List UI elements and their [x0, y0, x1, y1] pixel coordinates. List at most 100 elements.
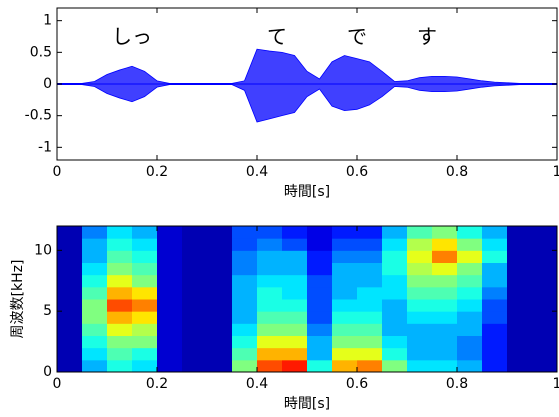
heatmap-cell: [282, 238, 308, 251]
y-tick-label: -0.5: [25, 108, 52, 124]
heatmap-cell: [232, 287, 258, 300]
heatmap-cell: [382, 287, 408, 300]
heatmap-cell: [157, 299, 183, 312]
heatmap-cell: [332, 275, 358, 288]
heatmap-cell: [432, 250, 458, 263]
heatmap-cell: [182, 226, 208, 239]
heatmap-cell: [182, 348, 208, 361]
heatmap-cell: [382, 263, 408, 276]
heatmap-cell: [282, 287, 308, 300]
heatmap-cell: [282, 336, 308, 349]
heatmap-cell: [457, 263, 483, 276]
heatmap-cell: [307, 311, 333, 324]
heatmap-cell: [407, 299, 433, 312]
heatmap-cell: [57, 226, 83, 239]
heatmap-cell: [407, 275, 433, 288]
x-tick-label: 0.4: [246, 164, 268, 180]
heatmap-cell: [307, 226, 333, 239]
heatmap-cell: [407, 360, 433, 373]
heatmap-cell: [357, 238, 383, 251]
heatmap-cell: [57, 250, 83, 263]
heatmap-cell: [107, 226, 133, 239]
x-tick-label: 0.2: [146, 164, 168, 180]
heatmap-cell: [282, 250, 308, 263]
x-tick-label: 0.6: [346, 164, 368, 180]
heatmap-cell: [507, 250, 533, 263]
heatmap-cell: [57, 311, 83, 324]
heatmap-cell: [532, 263, 558, 276]
heatmap-cell: [207, 360, 233, 373]
heatmap-cell: [407, 250, 433, 263]
heatmap-cell: [532, 299, 558, 312]
x-tick-label: 0.4: [246, 376, 268, 392]
heatmap-cell: [257, 238, 283, 251]
heatmap-cell: [132, 287, 158, 300]
heatmap-cell: [82, 263, 108, 276]
heatmap-cell: [207, 250, 233, 263]
heatmap-cell: [57, 275, 83, 288]
heatmap-cell: [457, 299, 483, 312]
heatmap-cell: [232, 275, 258, 288]
heatmap-cell: [257, 275, 283, 288]
heatmap-cell: [432, 348, 458, 361]
heatmap-cell: [482, 299, 508, 312]
heatmap-cell: [207, 263, 233, 276]
heatmap-cell: [307, 287, 333, 300]
heatmap-cell: [457, 323, 483, 336]
heatmap-cell: [107, 360, 133, 373]
heatmap-cell: [107, 348, 133, 361]
heatmap-cell: [57, 348, 83, 361]
heatmap-cell: [307, 250, 333, 263]
heatmap-cell: [107, 238, 133, 251]
heatmap-cell: [132, 348, 158, 361]
heatmap-cell: [457, 348, 483, 361]
heatmap-cell: [257, 336, 283, 349]
heatmap-cell: [182, 336, 208, 349]
heatmap-cell: [357, 263, 383, 276]
heatmap-cell: [507, 226, 533, 239]
heatmap-cell: [82, 287, 108, 300]
heatmap-cell: [432, 336, 458, 349]
x-tick-label: 0.6: [346, 376, 368, 392]
heatmap-cell: [382, 275, 408, 288]
heatmap-cell: [432, 287, 458, 300]
heatmap-cell: [357, 360, 383, 373]
heatmap-cell: [482, 360, 508, 373]
heatmap-cell: [532, 336, 558, 349]
y-tick-label: 5: [43, 303, 52, 319]
heatmap-cell: [182, 238, 208, 251]
heatmap-cell: [532, 311, 558, 324]
heatmap-cell: [532, 360, 558, 373]
annotation: て: [267, 25, 287, 49]
heatmap-cell: [157, 250, 183, 263]
heatmap-cell: [457, 287, 483, 300]
heatmap-cell: [82, 299, 108, 312]
heatmap-cell: [132, 275, 158, 288]
heatmap-cell: [432, 238, 458, 251]
heatmap-cell: [207, 238, 233, 251]
heatmap-cell: [82, 336, 108, 349]
heatmap-cell: [482, 275, 508, 288]
heatmap-cell: [257, 311, 283, 324]
heatmap-cell: [432, 311, 458, 324]
heatmap-cell: [182, 263, 208, 276]
heatmap-cell: [57, 299, 83, 312]
heatmap-cell: [332, 323, 358, 336]
heatmap-cell: [407, 226, 433, 239]
heatmap-cell: [382, 299, 408, 312]
heatmap-cell: [382, 250, 408, 263]
x-axis-label: 時間[s]: [284, 396, 330, 412]
heatmap-cell: [457, 311, 483, 324]
heatmap-cell: [307, 336, 333, 349]
heatmap-cell: [207, 299, 233, 312]
annotation: す: [417, 25, 437, 49]
heatmap-cell: [332, 250, 358, 263]
heatmap-cell: [482, 348, 508, 361]
heatmap-cell: [257, 299, 283, 312]
heatmap-cell: [507, 299, 533, 312]
heatmap-cell: [457, 275, 483, 288]
heatmap-cell: [332, 360, 358, 373]
heatmap-cell: [182, 323, 208, 336]
heatmap-cell: [382, 348, 408, 361]
heatmap-cell: [232, 323, 258, 336]
